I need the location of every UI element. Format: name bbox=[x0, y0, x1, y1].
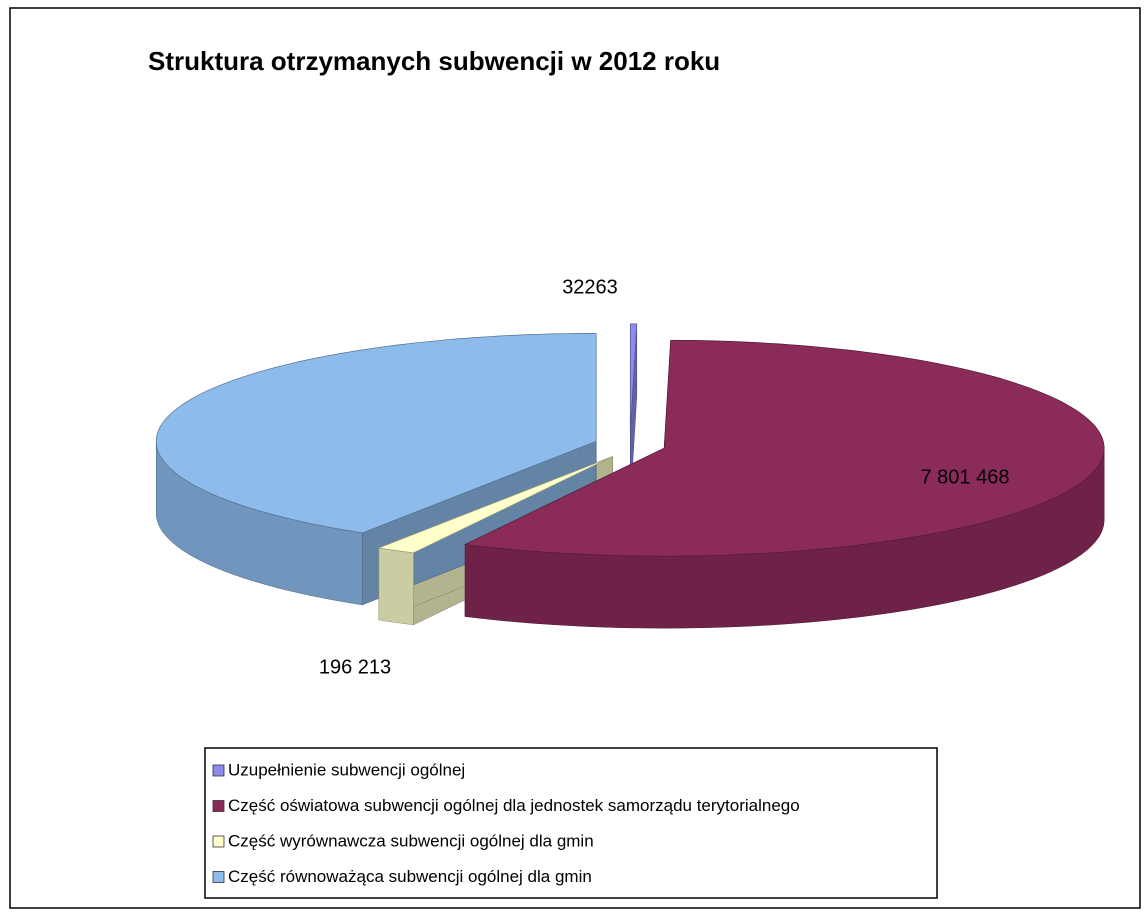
legend-swatch bbox=[212, 835, 225, 848]
pie-slice bbox=[155, 333, 597, 534]
legend-swatch bbox=[212, 764, 225, 777]
data-label: 7 801 468 bbox=[921, 466, 1010, 488]
pie-slice bbox=[629, 323, 638, 432]
legend-label: Część równoważąca subwencji ogólnej dla … bbox=[228, 867, 592, 886]
legend-label: Uzupełnienie subwencji ogólnej bbox=[228, 760, 465, 779]
data-label: 32263 bbox=[562, 276, 618, 298]
chart-title: Struktura otrzymanych subwencji w 2012 r… bbox=[148, 46, 720, 76]
pie-slice bbox=[377, 456, 613, 554]
slice-wall bbox=[378, 547, 414, 626]
legend-label: Część wyrównawcza subwencji ogólnej dla … bbox=[228, 831, 594, 850]
data-label: 196 213 bbox=[319, 656, 391, 678]
pie-slice bbox=[463, 339, 1105, 557]
legend-swatch bbox=[212, 871, 225, 883]
legend-box bbox=[204, 747, 938, 899]
legend-label: Część oświatowa subwencji ogólnej dla je… bbox=[228, 796, 800, 815]
pie-tops bbox=[155, 323, 1105, 557]
legend-swatch bbox=[212, 800, 225, 812]
